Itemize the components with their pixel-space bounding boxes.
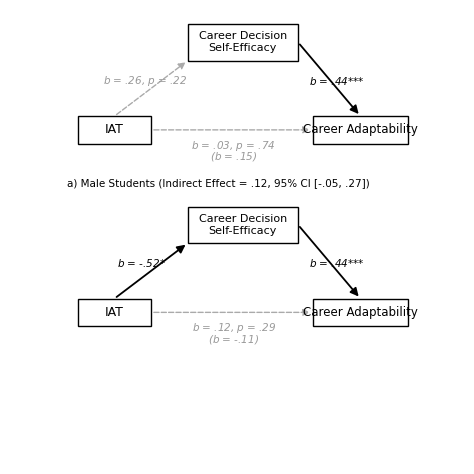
Text: $b$ = .03, $p$ = .74: $b$ = .03, $p$ = .74 (191, 139, 276, 153)
FancyBboxPatch shape (78, 116, 151, 144)
Text: $b$ = .44***: $b$ = .44*** (309, 74, 365, 87)
Text: ($b$ = .15): ($b$ = .15) (210, 150, 257, 164)
FancyBboxPatch shape (78, 299, 151, 326)
Text: a) Male Students (Indirect Effect = .12, 95% CI [-.05, .27]): a) Male Students (Indirect Effect = .12,… (66, 178, 369, 188)
FancyBboxPatch shape (313, 299, 408, 326)
Text: $b$ = .26, $p$ = .22: $b$ = .26, $p$ = .22 (103, 73, 188, 88)
FancyBboxPatch shape (188, 207, 298, 243)
FancyBboxPatch shape (313, 116, 408, 144)
FancyBboxPatch shape (188, 24, 298, 61)
Text: ($b$ = -.11): ($b$ = -.11) (208, 333, 259, 346)
Text: Career Decision
Self-Efficacy: Career Decision Self-Efficacy (199, 31, 287, 53)
Text: $b$ = .12, $p$ = .29: $b$ = .12, $p$ = .29 (191, 321, 276, 336)
Text: IAT: IAT (105, 306, 124, 319)
Text: $b$ = .44***: $b$ = .44*** (309, 257, 365, 269)
Text: $b$ = -.52*: $b$ = -.52* (118, 257, 166, 269)
Text: IAT: IAT (105, 123, 124, 137)
Text: Career Adaptability: Career Adaptability (303, 306, 418, 319)
Text: Career Adaptability: Career Adaptability (303, 123, 418, 137)
Text: Career Decision
Self-Efficacy: Career Decision Self-Efficacy (199, 214, 287, 236)
